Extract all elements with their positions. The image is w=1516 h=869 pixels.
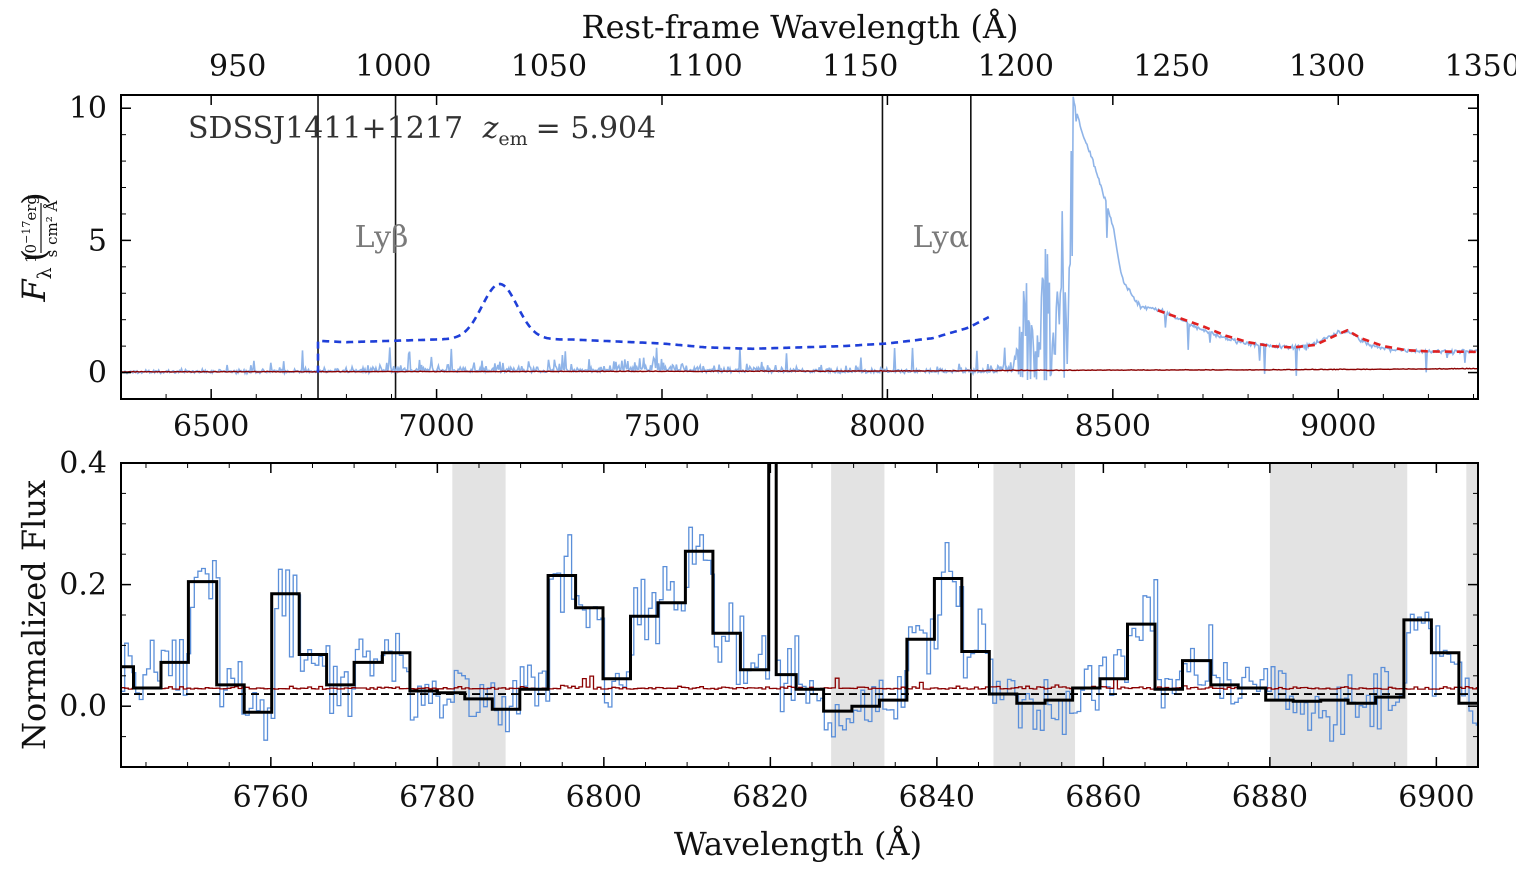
bottom-x-tick-label: 6800 (566, 780, 642, 815)
top-rest-tick-label: 1250 (1133, 49, 1209, 84)
top-continuum-fit (1157, 309, 1478, 354)
bottom-y-tick-label: 0.0 (59, 689, 107, 724)
top-x-tick-label: 9000 (1300, 409, 1376, 444)
top-rest-tick-label: 1350 (1445, 49, 1516, 84)
top-axes-frame (120, 94, 1479, 400)
bottom-x-ticks: 6760 6780 6800 6820 6840 6860 6880 6900 (145, 463, 1479, 815)
masked-regions (452, 463, 1478, 767)
bottom-x-tick-label: 6840 (899, 780, 975, 815)
top-continuum-model (316, 282, 990, 373)
bottom-panel: 6760 6780 6800 6820 6840 6860 6880 6900 0.00.20… (15, 446, 1479, 863)
svg-text:s cm² Å: s cm² Å (43, 200, 61, 257)
top-error-spectrum (121, 367, 1478, 373)
top-rest-tick-label: 1050 (511, 49, 587, 84)
object-name: SDSSJ1411+1217 (188, 111, 463, 146)
bottom-y-axis-title: Normalized Flux (15, 480, 53, 750)
bottom-x-tick-label: 6780 (399, 780, 475, 815)
top-axis-ticks: 950 1000 1050 1100 1150 1200 1250 1300 1350 (209, 49, 1516, 84)
masked-region (1269, 463, 1408, 767)
top-x-tick-label: 6500 (173, 409, 249, 444)
bottom-y-tick-label: 0.4 (59, 446, 107, 481)
svg-text:10−17erg: 10−17erg (20, 195, 40, 263)
top-x-ticks: 6500 7000 7500 8000 8500 9000 (120, 95, 1474, 444)
top-y-tick-label: 5 (88, 223, 107, 258)
top-y-axis-title: Fλ() 10−17erg s cm² Å (15, 192, 61, 302)
top-rest-tick-label: 1000 (355, 49, 431, 84)
top-x-tick-label: 7000 (398, 409, 474, 444)
top-x-tick-label: 8500 (1075, 409, 1151, 444)
top-y-tick-label: 10 (69, 91, 107, 126)
top-rest-tick-label: 1300 (1289, 49, 1365, 84)
redshift-value: = 5.904 (536, 111, 657, 146)
bottom-binned-flux (121, 463, 1478, 714)
bottom-x-tick-label: 6900 (1398, 780, 1474, 815)
masked-region (831, 463, 885, 767)
svg-text:Fλ(): Fλ() (15, 192, 56, 302)
bottom-x-tick-label: 6760 (233, 780, 309, 815)
top-series-group (121, 96, 1478, 381)
top-x-tick-label: 8000 (849, 409, 925, 444)
top-rest-tick-label: 950 (209, 49, 266, 84)
top-rest-tick-label: 1100 (666, 49, 742, 84)
bottom-y-ticks: 0.0 0.2 0.4 (59, 446, 1478, 768)
bottom-x-tick-label: 6880 (1232, 780, 1308, 815)
masked-region (1466, 463, 1478, 767)
bottom-x-tick-label: 6820 (732, 780, 808, 815)
bottom-x-axis-title: Wavelength (Å) (674, 825, 922, 863)
top-axis-title: Rest-frame Wavelength (Å) (582, 8, 1019, 46)
lyman-alpha-label: Lyα (912, 220, 969, 255)
masked-region (452, 463, 506, 767)
top-y-tick-label: 0 (88, 356, 107, 391)
lyman-beta-label: Lyβ (355, 220, 409, 255)
top-rest-tick-label: 1200 (978, 49, 1054, 84)
top-y-ticks: 0 5 10 (69, 91, 1478, 400)
top-x-tick-label: 7500 (624, 409, 700, 444)
object-annotation: SDSSJ1411+1217 zem = 5.904 (188, 111, 656, 150)
redshift-subscript: em (498, 128, 527, 150)
bottom-flux-spectrum (121, 463, 1478, 742)
top-panel: Rest-frame Wavelength (Å) 950 1000 1050 110… (15, 8, 1516, 444)
masked-region (993, 463, 1076, 767)
redshift-symbol: z (482, 111, 499, 146)
bottom-y-tick-label: 0.2 (59, 568, 107, 603)
top-rest-tick-label: 1150 (822, 49, 898, 84)
bottom-x-tick-label: 6860 (1065, 780, 1141, 815)
bottom-series-group (121, 463, 1478, 742)
